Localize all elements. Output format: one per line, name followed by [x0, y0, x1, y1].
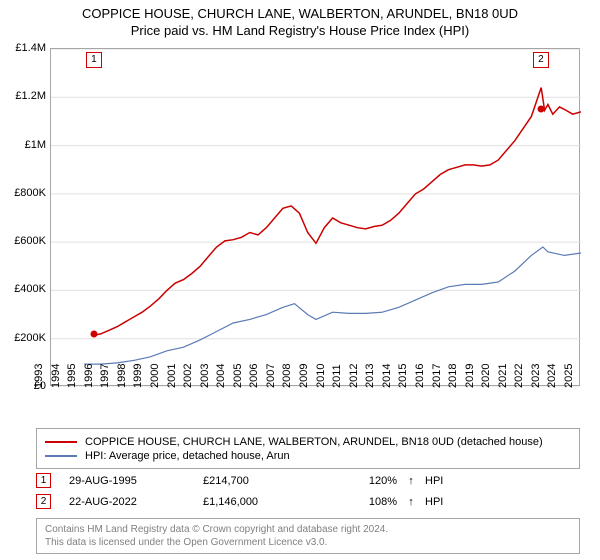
chart-svg [51, 49, 581, 387]
event-num-box: 1 [36, 473, 51, 488]
marker-box: 1 [86, 52, 102, 68]
footer-note: Contains HM Land Registry data © Crown c… [36, 518, 580, 554]
marker-box: 2 [533, 52, 549, 68]
event-pct: 120% [327, 475, 397, 487]
chart-title: COPPICE HOUSE, CHURCH LANE, WALBERTON, A… [0, 6, 600, 23]
footer-line-2: This data is licensed under the Open Gov… [45, 536, 571, 549]
legend-label: HPI: Average price, detached house, Arun [85, 450, 290, 462]
legend-label: COPPICE HOUSE, CHURCH LANE, WALBERTON, A… [85, 436, 543, 448]
chart-area: £0£200K£400K£600K£800K£1M£1.2M£1.4M 1993… [50, 48, 580, 386]
event-price: £214,700 [203, 475, 323, 487]
y-tick-label: £800K [2, 187, 46, 199]
event-date: 29-AUG-1995 [69, 475, 199, 487]
y-tick-label: £1.4M [2, 42, 46, 54]
event-row: 1 29-AUG-1995 £214,700 120% ↑ HPI [36, 470, 580, 491]
marker-dot [537, 106, 544, 113]
event-label: HPI [423, 496, 443, 508]
legend-swatch [45, 441, 77, 443]
event-price: £1,146,000 [203, 496, 323, 508]
legend-row: HPI: Average price, detached house, Arun [45, 449, 571, 463]
y-tick-label: £600K [2, 235, 46, 247]
legend-row: COPPICE HOUSE, CHURCH LANE, WALBERTON, A… [45, 435, 571, 449]
x-tick-label: 2025 [563, 364, 597, 388]
event-label: HPI [423, 475, 443, 487]
legend-swatch [45, 455, 77, 457]
y-tick-label: £1.2M [2, 90, 46, 102]
marker-dot [90, 331, 97, 338]
event-num-box: 2 [36, 494, 51, 509]
footer-line-1: Contains HM Land Registry data © Crown c… [45, 523, 571, 536]
plot-region [50, 48, 580, 386]
y-tick-label: £400K [2, 283, 46, 295]
event-pct: 108% [327, 496, 397, 508]
event-arrow: ↑ [401, 475, 419, 487]
chart-subtitle: Price paid vs. HM Land Registry's House … [0, 23, 600, 38]
events-table: 1 29-AUG-1995 £214,700 120% ↑ HPI 2 22-AUG-2022… [36, 470, 580, 512]
event-row: 2 22-AUG-2022 £1,146,000 108% ↑ HPI [36, 491, 580, 512]
event-arrow: ↑ [401, 496, 419, 508]
y-tick-label: £200K [2, 332, 46, 344]
event-date: 22-AUG-2022 [69, 496, 199, 508]
y-tick-label: £1M [2, 139, 46, 151]
legend: COPPICE HOUSE, CHURCH LANE, WALBERTON, A… [36, 428, 580, 469]
